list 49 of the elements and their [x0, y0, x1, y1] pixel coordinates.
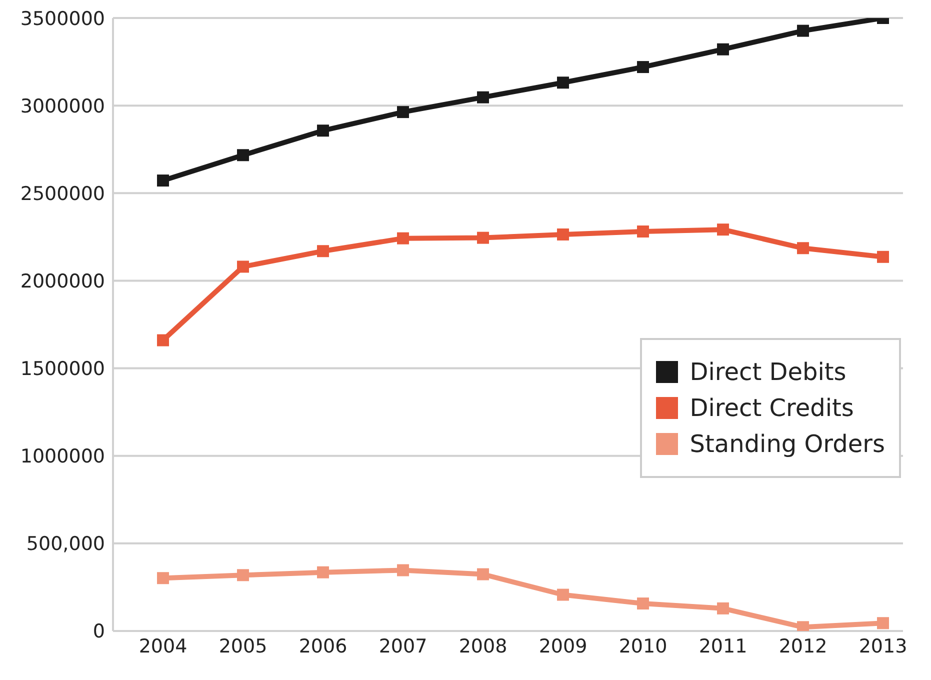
x-tick-label: 2006: [298, 635, 348, 658]
point: [717, 224, 729, 236]
x-tick-label: 2011: [698, 635, 748, 658]
point: [477, 232, 489, 244]
x-tick-label: 2005: [218, 635, 268, 658]
y-tick-label: 500,000: [26, 533, 105, 556]
x-tick-label: 2008: [458, 635, 508, 658]
point: [397, 232, 409, 244]
point: [797, 24, 809, 37]
y-tick-label: 2000000: [20, 270, 105, 292]
point: [477, 91, 489, 104]
legend-label: Direct Debits: [690, 358, 846, 386]
x-tick-label: 2009: [538, 635, 588, 658]
x-tick-label: 2013: [858, 635, 908, 658]
point: [557, 228, 569, 240]
point: [717, 602, 729, 614]
point: [637, 598, 649, 610]
point: [317, 124, 329, 137]
point: [637, 61, 649, 74]
point: [877, 250, 889, 263]
y-tick-label: 3000000: [20, 95, 105, 118]
point: [557, 588, 569, 601]
point: [397, 564, 409, 576]
point: [237, 260, 249, 273]
legend-label: Direct Credits: [690, 394, 854, 422]
x-tick-label: 2010: [618, 635, 668, 658]
point: [477, 568, 489, 580]
y-tick-label: 3500000: [20, 8, 105, 30]
point: [157, 334, 169, 346]
y-tick-label: 2500000: [20, 182, 105, 205]
y-tick-label: 1000000: [20, 446, 105, 468]
x-tick-label: 2007: [378, 635, 428, 658]
point: [877, 617, 889, 630]
point: [317, 566, 329, 578]
point: [637, 226, 649, 238]
legend-label: Standing Orders: [690, 430, 885, 458]
point: [797, 242, 809, 254]
point: [237, 149, 249, 162]
point: [157, 174, 169, 187]
point: [397, 106, 409, 118]
x-tick-label: 2004: [138, 635, 188, 658]
point: [317, 245, 329, 258]
point: [557, 76, 569, 89]
y-tick-label: 1500000: [20, 358, 105, 380]
y-tick-label: 0: [92, 620, 105, 643]
x-tick-label: 2012: [778, 635, 828, 658]
point: [237, 569, 249, 582]
point: [717, 43, 729, 56]
point: [157, 572, 169, 584]
